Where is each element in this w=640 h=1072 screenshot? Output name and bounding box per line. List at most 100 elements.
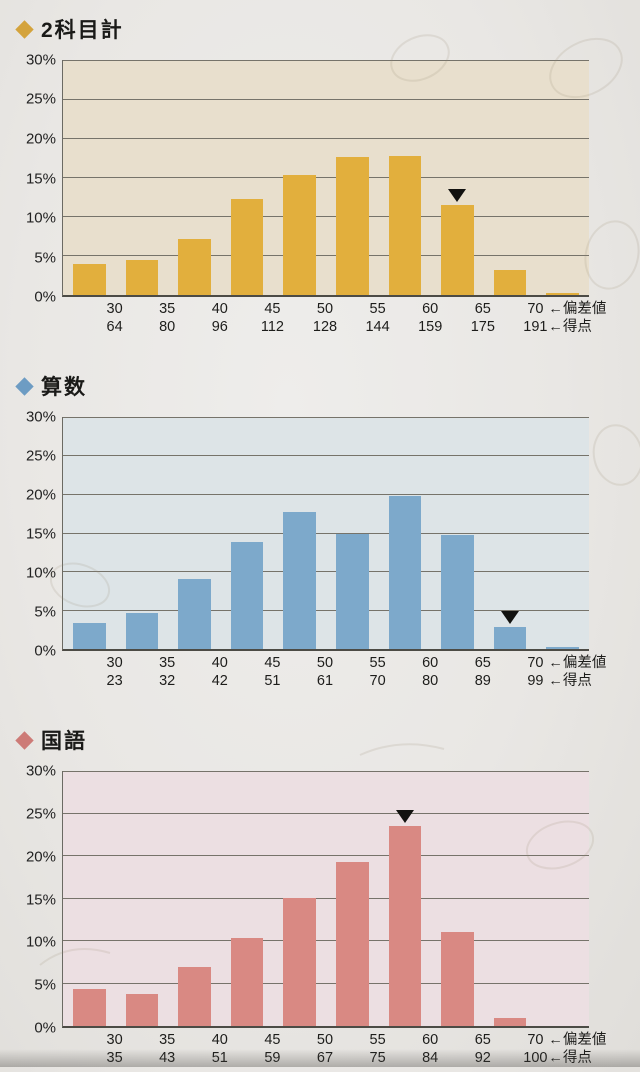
histogram-bar: [125, 259, 159, 295]
score-caption: ←得点: [548, 1050, 592, 1067]
x-axis-boundary-label: 50 61: [317, 654, 333, 690]
histogram-bar: [336, 533, 369, 649]
deviation-value: 40: [211, 301, 228, 317]
bar-slot: [116, 60, 169, 295]
histogram-bar: [388, 495, 422, 649]
deviation-value: 35: [159, 655, 176, 671]
histogram-bar: [73, 622, 106, 649]
y-axis-tick-label: 30%: [25, 762, 56, 780]
score-value: 84: [422, 1050, 439, 1067]
x-axis-boundary-label: 65 175: [471, 300, 495, 336]
score-value: 43: [159, 1050, 176, 1067]
deviation-value: 30: [106, 1032, 123, 1048]
bar-slot: [431, 417, 484, 649]
score-value: 61: [316, 673, 334, 690]
x-axis-captions: ←偏差値 ←得点: [548, 1031, 606, 1067]
score-value: 42: [211, 673, 228, 690]
x-axis-boundary-label: 70 100: [523, 1031, 547, 1067]
x-axis-boundary-label: 40 42: [212, 654, 228, 690]
histogram-bar: [230, 937, 264, 1026]
y-axis-tick-label: 0%: [34, 288, 56, 306]
deviation-value: 65: [474, 655, 491, 671]
y-axis-tick-label: 20%: [25, 130, 56, 148]
deviation-value: 30: [106, 655, 123, 671]
deviation-value: 40: [211, 655, 228, 671]
deviation-value: 70: [527, 1032, 544, 1048]
x-axis-boundary-label: 35 43: [159, 1031, 175, 1067]
histogram-bar: [178, 966, 211, 1026]
bar-slot: [116, 417, 169, 649]
deviation-caption: ←偏差値: [548, 301, 607, 317]
bar-slot: [484, 60, 537, 295]
chart-section-math: 算数 30% 25% 20% 15% 10% 5% 0% ←偏差値 ←得点 30 23 35 32…: [0, 371, 640, 695]
gridline: [63, 255, 589, 257]
plot-area: [62, 416, 589, 651]
deviation-value: 70: [527, 301, 544, 317]
y-axis-tick-label: 20%: [25, 848, 56, 866]
x-axis: ←偏差値 ←得点 30 23 35 32 40 42 45 51 50 61 55 70 60 80 65 8…: [62, 651, 607, 695]
gridline: [63, 571, 589, 573]
histogram-bar: [546, 292, 579, 295]
score-value: 175: [470, 319, 495, 336]
x-axis: ←偏差値 ←得点 30 35 35 43 40 51 45 59 50 67 55 75 60 84 65 9…: [62, 1028, 607, 1072]
x-axis-boundary-label: 50 128: [313, 300, 337, 336]
bar-slot: [63, 60, 116, 295]
score-value: 67: [316, 1050, 334, 1067]
histogram-bar: [388, 826, 422, 1026]
histogram-bar: [441, 535, 474, 649]
histogram-bar: [178, 579, 211, 649]
y-axis-tick-label: 30%: [25, 408, 56, 426]
bar-slot: [379, 60, 432, 295]
y-axis-tick-label: 0%: [34, 642, 56, 660]
gridline: [63, 855, 589, 857]
chart-body: 30% 25% 20% 15% 10% 5% 0%: [0, 409, 640, 660]
score-value: 144: [365, 319, 390, 336]
diamond-bullet-icon: [15, 730, 34, 750]
position-marker-triangle-icon: [448, 188, 467, 202]
y-axis-tick-label: 10%: [25, 564, 56, 582]
bar-slot: [536, 771, 589, 1026]
bar-slot: [379, 771, 432, 1026]
score-caption: ←得点: [548, 319, 592, 336]
gridline: [63, 898, 589, 899]
deviation-caption: ←偏差値: [548, 1032, 607, 1048]
score-value: 128: [312, 319, 338, 336]
x-axis-boundary-label: 50 67: [317, 1031, 333, 1067]
gridline: [63, 609, 589, 611]
diamond-bullet-icon: [15, 376, 34, 396]
y-axis-tick-label: 5%: [34, 249, 56, 266]
chart-section-two-subject-total: 2科目計 30% 25% 20% 15% 10% 5% 0% ←偏差値 ←得点 30 64 35…: [0, 0, 640, 341]
y-axis-tick-label: 20%: [25, 486, 56, 504]
deviation-value: 60: [422, 655, 439, 671]
histogram-bar: [388, 156, 422, 295]
chart-title: 国語: [15, 725, 640, 755]
gridline: [63, 177, 589, 178]
bar-slot: [484, 417, 537, 649]
x-axis-boundary-label: 70 99: [527, 654, 543, 690]
chart-title-text: 2科目計: [41, 19, 124, 42]
bar-slot: [379, 417, 432, 649]
bar-slot: [168, 417, 221, 649]
x-axis-boundary-label: 55 75: [370, 1031, 386, 1067]
chart-title-text: 国語: [41, 730, 87, 753]
deviation-value: 30: [106, 301, 123, 317]
x-axis-boundary-label: 55 144: [365, 300, 389, 336]
x-axis-boundary-label: 35 32: [159, 654, 175, 690]
gridline: [63, 493, 589, 495]
bar-slot: [431, 771, 484, 1026]
x-axis-boundary-label: 65 92: [475, 1031, 491, 1067]
x-axis-boundary-label: 35 80: [159, 300, 175, 336]
histogram-bar: [546, 646, 579, 649]
bar-slot: [63, 771, 116, 1026]
bar-slot: [536, 417, 589, 649]
deviation-value: 70: [527, 655, 544, 671]
score-value: 92: [474, 1050, 491, 1067]
y-axis-tick-label: 25%: [25, 805, 56, 823]
deviation-value: 65: [474, 301, 491, 317]
diamond-bullet-icon: [15, 19, 34, 39]
gridline: [63, 812, 589, 814]
x-axis-boundary-label: 40 51: [212, 1031, 228, 1067]
y-axis: 30% 25% 20% 15% 10% 5% 0%: [0, 409, 62, 660]
score-value: 89: [474, 673, 491, 690]
